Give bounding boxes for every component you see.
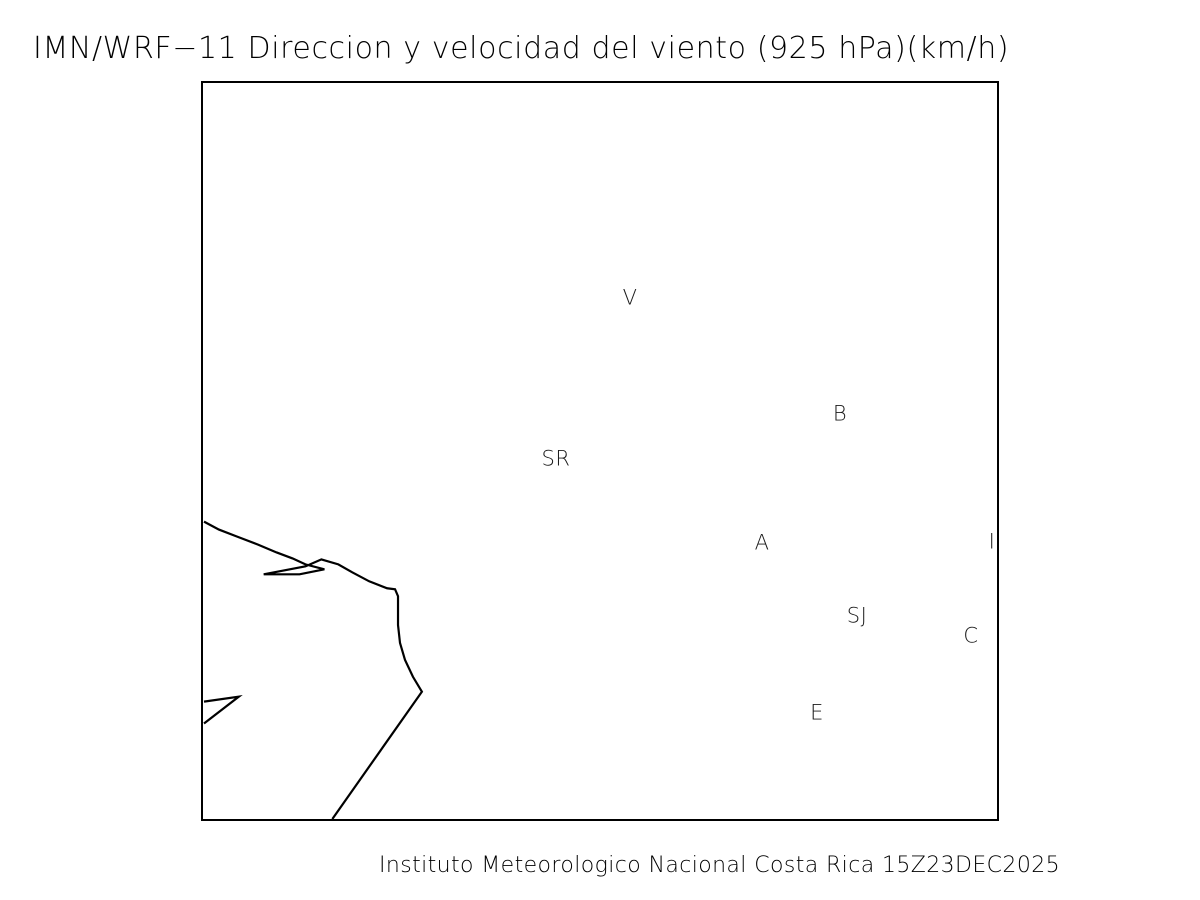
- station-label-sr: SR: [541, 446, 571, 471]
- map-plot-area: V B SR A I SJ C E: [201, 81, 999, 821]
- station-label-v: V: [622, 285, 638, 310]
- page-title: IMN/WRF−11 Direccion y velocidad del vie…: [33, 31, 1010, 66]
- station-label-a: A: [754, 530, 770, 555]
- coastline-pacific-inlet: [203, 694, 243, 725]
- station-label-b: B: [832, 401, 848, 426]
- station-label-sj: SJ: [846, 603, 868, 628]
- figure-footer: Instituto Meteorologico Nacional Costa R…: [379, 853, 1061, 878]
- station-label-e: E: [810, 700, 824, 725]
- coastline-pacific-main: [203, 520, 424, 819]
- station-label-c: C: [963, 623, 979, 648]
- coastline-layer: [203, 520, 424, 819]
- station-label-i: I: [988, 529, 996, 554]
